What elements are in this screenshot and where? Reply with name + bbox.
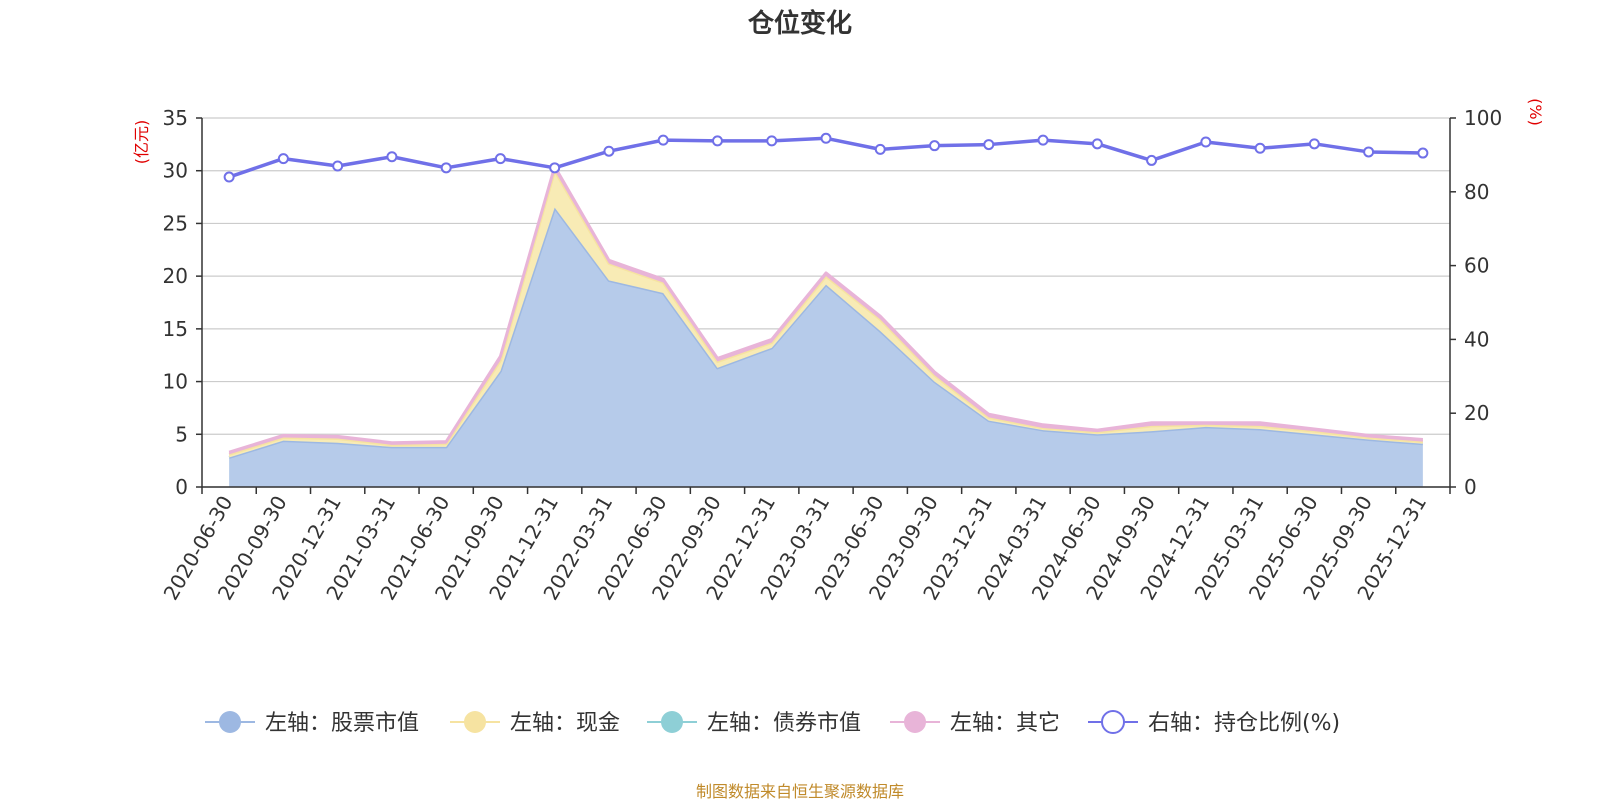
legend-item: 右轴：持仓比例(%) — [1088, 710, 1340, 736]
legend: 左轴：股票市值 左轴：现金 左轴：债券市值 左轴：其它 右轴：持仓比例(%) — [205, 710, 1340, 736]
legend-item: 左轴：现金 — [450, 711, 620, 736]
legend-label: 左轴：现金 — [510, 711, 620, 736]
holding-ratio-point — [1417, 147, 1429, 159]
holding-ratio-point — [1200, 136, 1212, 148]
left-axis-tick-label: 25 — [163, 211, 188, 235]
holding-ratio-point — [1308, 138, 1320, 150]
left-axis-unit: (亿元) — [132, 120, 151, 165]
holding-ratio-point — [549, 162, 561, 174]
right-axis-tick-label: 100 — [1464, 106, 1502, 130]
legend-label: 左轴：债券市值 — [707, 711, 861, 736]
line-左轴：其它 — [228, 164, 1423, 454]
holding-ratio-point — [874, 143, 886, 155]
holding-ratio-point — [983, 139, 995, 151]
holding-ratio-point — [277, 153, 289, 165]
left-axis-tick-label: 10 — [163, 370, 188, 394]
chart-title: 仓位变化 — [747, 8, 852, 39]
right-axis-tick-label: 60 — [1464, 254, 1489, 278]
holding-ratio-point — [603, 145, 615, 157]
holding-ratio-point — [929, 140, 941, 152]
right-axis-tick-label: 80 — [1464, 180, 1489, 204]
holding-ratio-series — [223, 132, 1429, 183]
legend-item: 左轴：股票市值 — [205, 711, 419, 736]
holding-ratio-point — [711, 135, 723, 147]
holding-ratio-point — [766, 135, 778, 147]
holding-ratio-point — [1037, 134, 1049, 146]
data-source-note: 制图数据来自恒生聚源数据库 — [695, 782, 904, 801]
holding-ratio-point — [1254, 142, 1266, 154]
holding-ratio-point — [223, 171, 235, 183]
right-axis-tick-label: 0 — [1464, 475, 1477, 499]
legend-item: 左轴：债券市值 — [647, 711, 861, 736]
holding-ratio-point — [820, 132, 832, 144]
legend-marker — [464, 711, 486, 733]
holding-ratio-point — [1091, 138, 1103, 150]
legend-marker — [1101, 710, 1125, 734]
legend-label: 左轴：股票市值 — [265, 711, 419, 736]
right-axis-tick-label: 40 — [1464, 327, 1489, 351]
left-axis-tick-label: 15 — [163, 317, 188, 341]
left-axis-tick-label: 30 — [163, 159, 188, 183]
holding-ratio-point — [657, 134, 669, 146]
stacked-areas — [228, 164, 1423, 487]
left-axis-tick-label: 35 — [163, 106, 188, 130]
right-axis-unit: (%) — [1526, 98, 1545, 126]
holding-ratio-point — [440, 162, 452, 174]
holding-ratio-point — [1146, 154, 1158, 166]
legend-marker — [219, 711, 241, 733]
legend-item: 左轴：其它 — [890, 711, 1060, 736]
legend-marker — [661, 711, 683, 733]
legend-marker — [904, 711, 926, 733]
holding-ratio-point — [1363, 146, 1375, 158]
holding-ratio-point — [332, 160, 344, 172]
left-axis-tick-label: 0 — [175, 475, 188, 499]
left-axis-tick-label: 20 — [163, 264, 188, 288]
holding-ratio-point — [494, 153, 506, 165]
left-axis-tick-label: 5 — [175, 422, 188, 446]
holding-ratio-point — [386, 151, 398, 163]
legend-label: 右轴：持仓比例(%) — [1148, 711, 1340, 736]
area-左轴：股票市值 — [229, 207, 1423, 487]
right-axis-tick-label: 20 — [1464, 401, 1489, 425]
legend-label: 左轴：其它 — [950, 711, 1060, 736]
